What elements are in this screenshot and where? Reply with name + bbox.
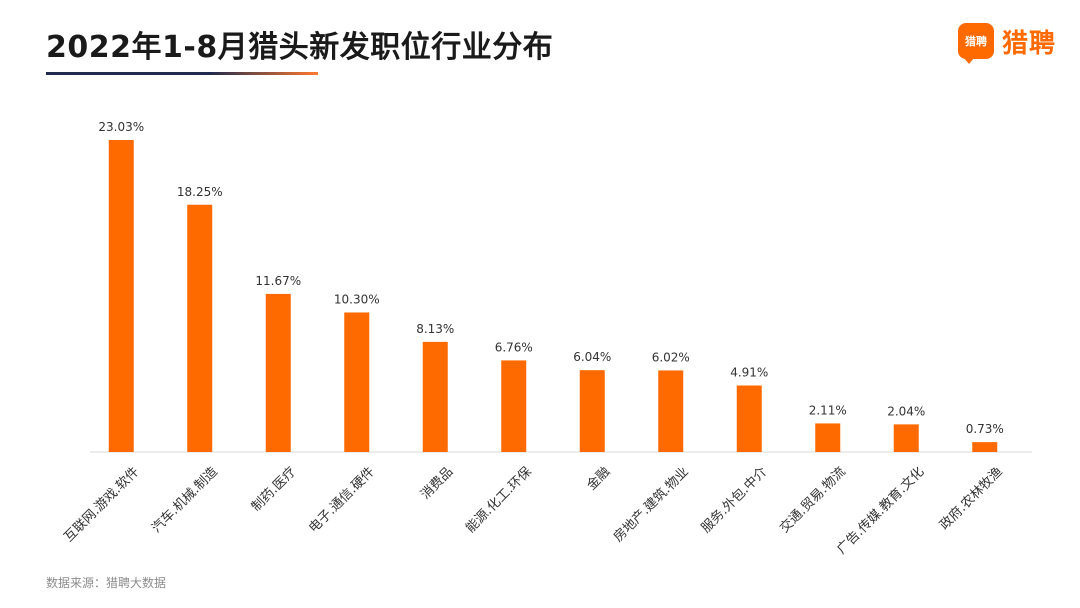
category-label-10: 交通.贸易.物流 [776,464,848,536]
category-label-3: 制药.医疗 [249,464,299,514]
value-label-4: 10.30% [334,292,380,306]
data-source-note: 数据来源：猎聘大数据 [46,576,167,590]
value-label-3: 11.67% [255,274,301,288]
category-label-4: 电子.通信.硬件 [306,464,378,536]
bar-11 [893,424,919,452]
bar-9 [736,385,762,452]
value-label-9: 4.91% [730,365,768,379]
bar-7 [579,370,605,452]
title-underline [46,72,318,75]
bar-4 [344,312,370,452]
value-label-10: 2.11% [809,403,847,417]
category-label-6: 能源.化工.环保 [463,464,535,536]
bar-3 [265,293,291,452]
category-label-9: 服务.外包.中介 [698,464,770,536]
category-label-8: 房地产.建筑.物业 [610,464,692,546]
value-label-12: 0.73% [966,422,1004,436]
category-label-12: 政府.农林牧渔 [937,464,1006,533]
value-label-6: 6.76% [495,340,533,354]
value-label-7: 6.04% [573,350,611,364]
value-label-8: 6.02% [652,350,690,364]
category-label-2: 汽车.机械.制造 [148,464,220,536]
bar-6 [501,360,527,452]
value-label-5: 8.13% [416,322,454,336]
value-label-1: 23.03% [98,120,144,134]
page-title: 2022年1-8月猎头新发职位行业分布 [46,30,554,65]
category-label-5: 消费品 [418,464,456,502]
category-label-11: 广告.传媒.教育.文化 [834,464,928,558]
brand-logo: 猎聘 猎聘 [958,22,1057,64]
logo-text: 猎聘 [1002,28,1057,59]
value-label-2: 18.25% [177,185,223,199]
category-label-7: 金融 [584,464,614,494]
logo-badge-icon: 猎聘 [958,23,994,64]
value-label-11: 2.04% [887,404,925,418]
bar-1 [108,140,134,452]
bar-5 [422,341,448,452]
bar-12 [972,442,998,452]
bar-2 [187,204,213,452]
bar-8 [658,370,684,452]
bar-10 [815,423,841,452]
category-label-1: 互联网.游戏.软件 [62,464,143,545]
